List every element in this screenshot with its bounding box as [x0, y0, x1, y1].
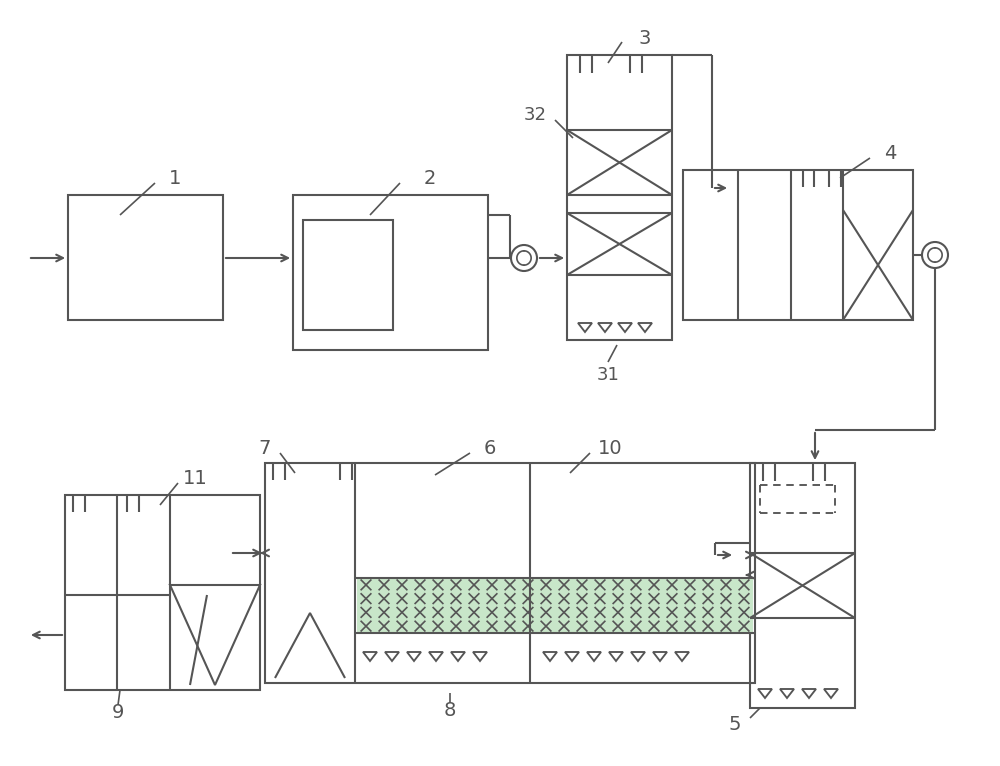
Text: 1: 1	[169, 169, 181, 188]
Text: 11: 11	[183, 469, 207, 487]
Text: 4: 4	[884, 143, 896, 162]
Bar	[303, 220, 393, 330]
Text: 8: 8	[444, 700, 456, 719]
Text: 9: 9	[112, 702, 124, 722]
Bar	[65, 495, 260, 690]
Bar	[265, 463, 755, 683]
Text: 10: 10	[598, 438, 622, 457]
Text: 6: 6	[484, 438, 496, 457]
Text: 31: 31	[597, 366, 619, 384]
Bar	[357, 578, 753, 633]
Bar	[293, 195, 488, 350]
Bar	[683, 170, 913, 320]
Text: 7: 7	[259, 438, 271, 457]
Text: 5: 5	[729, 715, 741, 735]
Text: 3: 3	[639, 28, 651, 47]
Text: 2: 2	[424, 169, 436, 188]
Bar	[567, 55, 672, 340]
Text: 32: 32	[524, 106, 546, 124]
Bar	[750, 463, 855, 708]
Bar	[68, 195, 223, 320]
